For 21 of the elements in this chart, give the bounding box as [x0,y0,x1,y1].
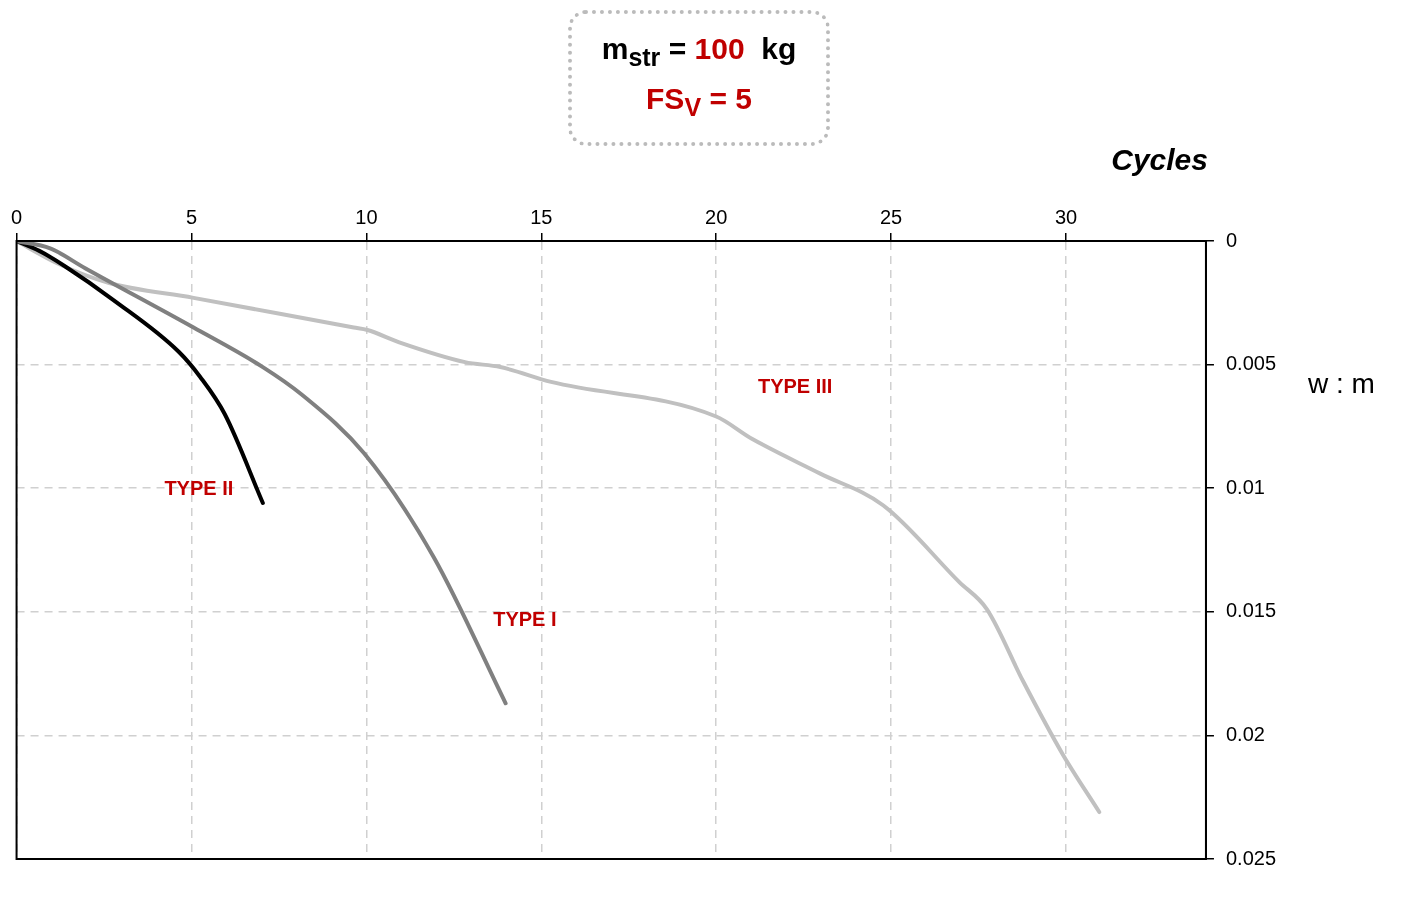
series-label: TYPE III [757,375,833,398]
y-tick-label: 0.005 [1225,352,1277,375]
x-tick-label: 0 [11,205,23,228]
y-tick-label: 0.01 [1225,475,1265,498]
x-tick-label: 5 [185,205,198,228]
x-tick-label: 15 [530,205,553,228]
y-tick-label: 0.015 [1225,599,1277,622]
chart-subtitle: FS$_{V}$ = 5 [646,81,752,123]
x-tick-label: 10 [355,205,378,228]
x-tick-label: 25 [879,205,903,228]
line-series [16,241,1102,815]
y-axis-title: w : m [1308,368,1375,400]
y-tick-label: 0 [1225,228,1238,251]
x-axis-title: Cycles [1110,143,1208,177]
series-label: TYPE I [493,607,557,630]
series-label: TYPE II [164,476,234,499]
y-tick-label: 0.025 [1225,846,1277,869]
y-tick-label: 0.02 [1225,722,1265,745]
x-tick-label: 30 [1054,205,1078,228]
chart-title: m$_{str}$ = 100 kg [601,31,797,73]
x-tick-label: 20 [705,205,728,228]
